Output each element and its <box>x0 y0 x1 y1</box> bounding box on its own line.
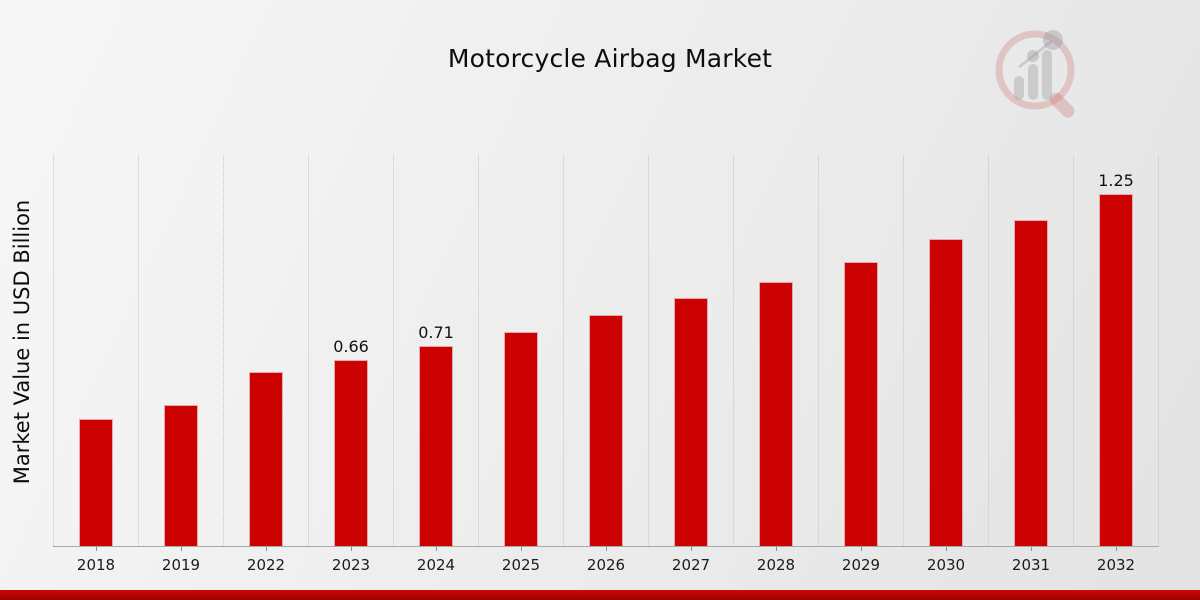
x-axis-tick <box>436 547 437 551</box>
x-axis-tick <box>181 547 182 551</box>
bar-2023 <box>334 360 368 546</box>
x-tick-label-2022: 2022 <box>246 556 286 574</box>
x-tick-label-2024: 2024 <box>416 556 456 574</box>
x-axis-tick <box>861 547 862 551</box>
bar-column-2019: 2019 <box>138 155 223 574</box>
market-research-logo-watermark-icon <box>990 20 1095 120</box>
bar-value-label-2024: 0.71 <box>418 323 454 343</box>
bar-2032 <box>1099 194 1133 546</box>
bar-2027 <box>674 298 708 546</box>
x-axis-tick <box>946 547 947 551</box>
x-tick-label-2030: 2030 <box>926 556 966 574</box>
bar-2022 <box>249 371 283 546</box>
bar-column-2025: 2025 <box>478 155 563 574</box>
x-tick-label-2032: 2032 <box>1096 556 1136 574</box>
x-tick-label-2026: 2026 <box>586 556 626 574</box>
bar-column-2029: 2029 <box>818 155 903 574</box>
x-tick-label-2019: 2019 <box>161 556 201 574</box>
bar-column-2028: 2028 <box>733 155 818 574</box>
bar-2030 <box>929 239 963 546</box>
x-axis-tick <box>776 547 777 551</box>
bar-column-2031: 2031 <box>988 155 1073 574</box>
bar-2019 <box>164 405 198 546</box>
x-axis-tick <box>606 547 607 551</box>
x-tick-label-2028: 2028 <box>756 556 796 574</box>
bar-column-2027: 2027 <box>648 155 733 574</box>
x-axis-tick <box>521 547 522 551</box>
bar-column-2023: 0.66 2023 <box>308 155 393 574</box>
bar-column-2026: 2026 <box>563 155 648 574</box>
bar-2028 <box>759 281 793 546</box>
x-tick-label-2029: 2029 <box>841 556 881 574</box>
bar-2018 <box>79 419 113 546</box>
x-tick-label-2018: 2018 <box>76 556 116 574</box>
x-axis-tick <box>1116 547 1117 551</box>
bar-column-2024: 0.71 2024 <box>393 155 478 574</box>
x-tick-label-2023: 2023 <box>331 556 371 574</box>
bar-2024 <box>419 346 453 546</box>
bar-column-2018: 2018 <box>53 155 138 574</box>
y-axis-label: Market Value in USD Billion <box>10 199 34 485</box>
x-axis-tick <box>1031 547 1032 551</box>
chart-title: Motorcycle Airbag Market <box>447 44 773 73</box>
bar-2031 <box>1014 219 1048 546</box>
bar-2029 <box>844 261 878 546</box>
bar-2026 <box>589 315 623 546</box>
x-tick-label-2025: 2025 <box>501 556 541 574</box>
x-tick-label-2031: 2031 <box>1011 556 1051 574</box>
x-axis-tick <box>96 547 97 551</box>
x-tick-label-2027: 2027 <box>671 556 711 574</box>
x-axis-tick <box>351 547 352 551</box>
bar-value-label-2032: 1.25 <box>1098 171 1134 191</box>
x-axis-tick <box>266 547 267 551</box>
x-axis-tick <box>691 547 692 551</box>
bar-column-2030: 2030 <box>903 155 988 574</box>
footer-accent-bar <box>0 590 1200 600</box>
plot-area: 2018 2019 2022 0.66 2023 0.71 2024 2025 2026 2027… <box>53 155 1159 574</box>
bar-column-2032: 1.25 2032 <box>1073 155 1159 574</box>
bar-2025 <box>504 332 538 546</box>
bar-column-2022: 2022 <box>223 155 308 574</box>
bar-value-label-2023: 0.66 <box>333 337 369 357</box>
